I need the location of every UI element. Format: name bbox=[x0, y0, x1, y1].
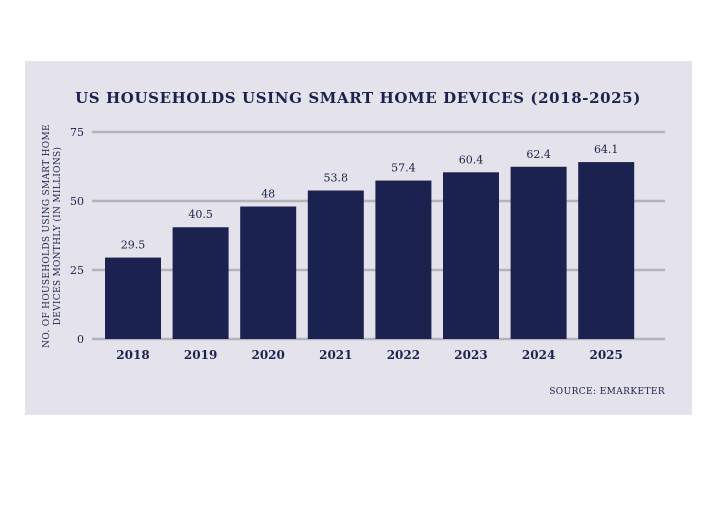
bar-2024 bbox=[510, 166, 567, 339]
x-tick-label-2020: 2020 bbox=[251, 348, 284, 362]
x-tick-label-2018: 2018 bbox=[116, 348, 149, 362]
bar-2019 bbox=[172, 227, 229, 339]
y-tick-label: 75 bbox=[70, 126, 84, 139]
y-axis-label-line-2: DEVICES MONTHLY (IN MILLIONS) bbox=[52, 147, 63, 326]
data-label-2020: 48 bbox=[261, 188, 275, 201]
bar-2022 bbox=[375, 180, 432, 339]
x-tick-label-2022: 2022 bbox=[387, 348, 420, 362]
source-note: SOURCE: EMARKETER bbox=[549, 387, 665, 397]
y-axis-label: NO. OF HOUSEHOLDS USING SMART HOME DEVIC… bbox=[42, 124, 63, 348]
data-label-2019: 40.5 bbox=[188, 208, 213, 221]
data-label-2024: 62.4 bbox=[526, 148, 551, 161]
y-tick-label: 50 bbox=[70, 195, 84, 208]
bar-2025 bbox=[578, 162, 635, 339]
bar-2018 bbox=[105, 257, 161, 339]
data-label-2023: 60.4 bbox=[459, 153, 484, 166]
x-tick-labels: 2018 2019 2020 2021 2022 2023 2024 2025 bbox=[116, 348, 623, 362]
bars bbox=[105, 162, 635, 339]
data-label-2025: 64.1 bbox=[594, 143, 619, 156]
x-tick-label-2025: 2025 bbox=[589, 348, 622, 362]
x-tick-label-2019: 2019 bbox=[184, 348, 217, 362]
y-axis-label-line-1: NO. OF HOUSEHOLDS USING SMART HOME bbox=[42, 124, 52, 348]
y-tick-label: 0 bbox=[77, 333, 84, 346]
data-label-2021: 53.8 bbox=[324, 172, 349, 185]
x-tick-label-2021: 2021 bbox=[319, 348, 352, 362]
data-labels: 29.5 40.5 48 53.8 57.4 60.4 62.4 64.1 bbox=[121, 143, 619, 251]
x-tick-label-2023: 2023 bbox=[454, 348, 487, 362]
x-tick-label-2024: 2024 bbox=[522, 348, 555, 362]
data-label-2022: 57.4 bbox=[391, 162, 416, 175]
chart-title: US HOUSEHOLDS USING SMART HOME DEVICES (… bbox=[75, 89, 641, 107]
bar-2023 bbox=[443, 172, 499, 339]
data-label-2018: 29.5 bbox=[121, 239, 146, 252]
y-tick-labels: 0 25 50 75 bbox=[70, 126, 84, 346]
bar-2020 bbox=[240, 206, 297, 339]
y-tick-label: 25 bbox=[70, 264, 84, 277]
bar-2021 bbox=[307, 190, 364, 339]
